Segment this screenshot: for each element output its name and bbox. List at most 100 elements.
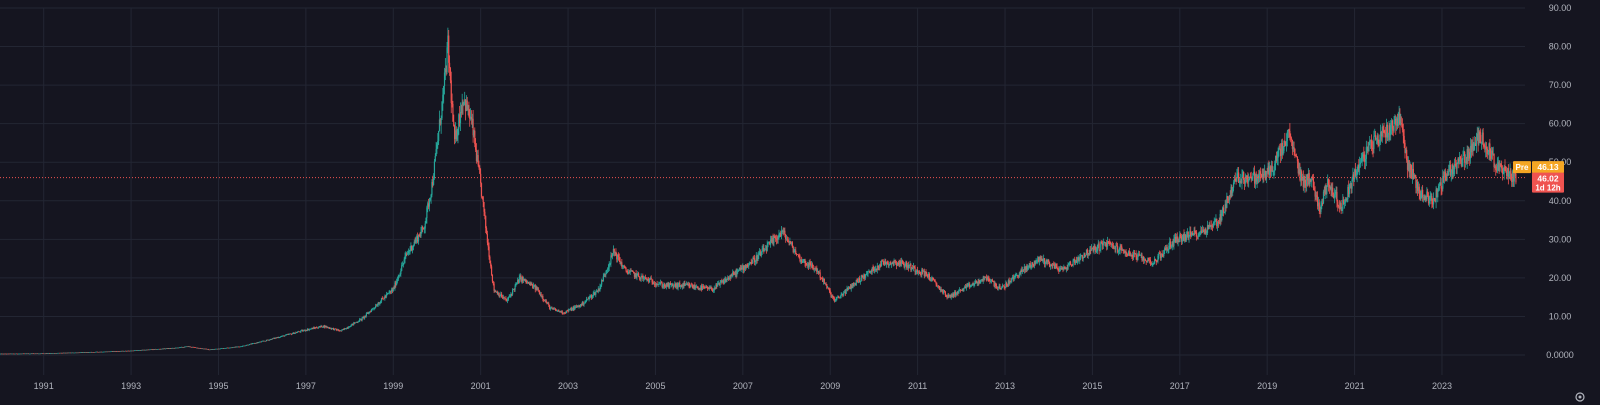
candle-body (556, 310, 558, 311)
candle-body (1053, 264, 1055, 266)
candle-body (1088, 253, 1090, 255)
candle-body (478, 164, 480, 168)
candle-body (1327, 178, 1329, 187)
candle-body (257, 342, 259, 344)
candle-body (373, 308, 375, 309)
candle-body (612, 248, 615, 254)
candle-body (1398, 113, 1400, 117)
candle-body (96, 351, 99, 353)
candle-body (543, 299, 545, 301)
candle-body (1447, 174, 1449, 176)
candle-body (782, 230, 784, 233)
last-price-box (1532, 172, 1564, 193)
candle-body (1148, 257, 1150, 260)
candle-body (916, 270, 918, 272)
candle-body (320, 325, 322, 327)
candle-body (172, 348, 174, 349)
candle-body (1324, 185, 1326, 193)
candle-body (36, 353, 38, 355)
candle-body (643, 277, 646, 278)
candle-body (13, 353, 15, 355)
candle-body (298, 331, 300, 333)
candle-body (260, 341, 262, 343)
candle-body (1357, 164, 1359, 171)
candle-body (191, 347, 194, 348)
candle-body (369, 311, 371, 313)
candle-body (1062, 268, 1064, 270)
candle-body (222, 348, 225, 349)
candle-body (632, 270, 634, 272)
candle-body (897, 262, 899, 264)
candle-body (990, 279, 993, 282)
candle-body (459, 114, 461, 124)
candle-body (143, 349, 145, 351)
candle-body (1192, 234, 1194, 236)
candle-body (232, 347, 234, 348)
candle-body (1196, 236, 1199, 238)
candle-body (858, 278, 860, 283)
candle-body (1102, 242, 1104, 246)
candle-body (419, 235, 421, 237)
candle-body (986, 277, 988, 281)
candle-body (1301, 177, 1304, 181)
candle-body (254, 342, 257, 344)
candle-body (572, 307, 574, 310)
candle-body (69, 352, 72, 354)
candle-body (911, 267, 913, 270)
candle-body (1135, 253, 1137, 258)
candle-body (1073, 258, 1075, 261)
candle-body (1476, 133, 1478, 141)
candle-body (1230, 186, 1232, 197)
candle-body (1270, 165, 1272, 172)
candle-body (645, 277, 647, 280)
candle-body (604, 274, 606, 275)
candle-body (875, 269, 878, 270)
candle-body (828, 288, 830, 291)
candle-body (831, 295, 833, 297)
candle-body (1504, 166, 1506, 171)
candle-body (617, 254, 620, 258)
candle-body (321, 325, 323, 328)
candle-body (857, 281, 859, 283)
candle-body (693, 284, 695, 289)
candle-body (338, 330, 341, 332)
candle-body (7, 353, 10, 355)
candle-body (913, 265, 915, 268)
candle-body (965, 285, 967, 289)
candle-body (223, 348, 225, 349)
candle-body (263, 340, 265, 342)
candle-body (93, 352, 95, 353)
candle-body (968, 283, 970, 285)
candle-body (208, 349, 210, 351)
candle-body (250, 343, 252, 345)
candle-body (1358, 164, 1360, 169)
candle-body (681, 284, 683, 287)
candle-body (237, 346, 239, 348)
candle-body (501, 293, 503, 298)
candle-body (1267, 166, 1269, 173)
candle-body (727, 277, 730, 280)
candle-body (922, 269, 924, 272)
candle-body (405, 253, 407, 257)
candle-body (1128, 251, 1130, 253)
candle-body (1232, 182, 1235, 188)
candle-body (395, 282, 397, 286)
candle-body (754, 258, 756, 263)
candle-body (392, 287, 394, 292)
candle-body (839, 296, 841, 298)
candle-body (684, 283, 686, 285)
candle-body (385, 296, 387, 297)
candle-body (149, 349, 152, 351)
candle-body (280, 336, 282, 338)
candle-body (1259, 171, 1261, 179)
candle-body (1408, 160, 1410, 173)
candle-body (690, 284, 692, 288)
candle-body (1027, 266, 1030, 268)
candle-body (1249, 176, 1251, 178)
candle-body (760, 251, 762, 256)
candle-body (1231, 186, 1233, 193)
candle-body (855, 279, 857, 286)
gear-icon[interactable] (1575, 392, 1585, 402)
candle-body (1050, 265, 1052, 266)
